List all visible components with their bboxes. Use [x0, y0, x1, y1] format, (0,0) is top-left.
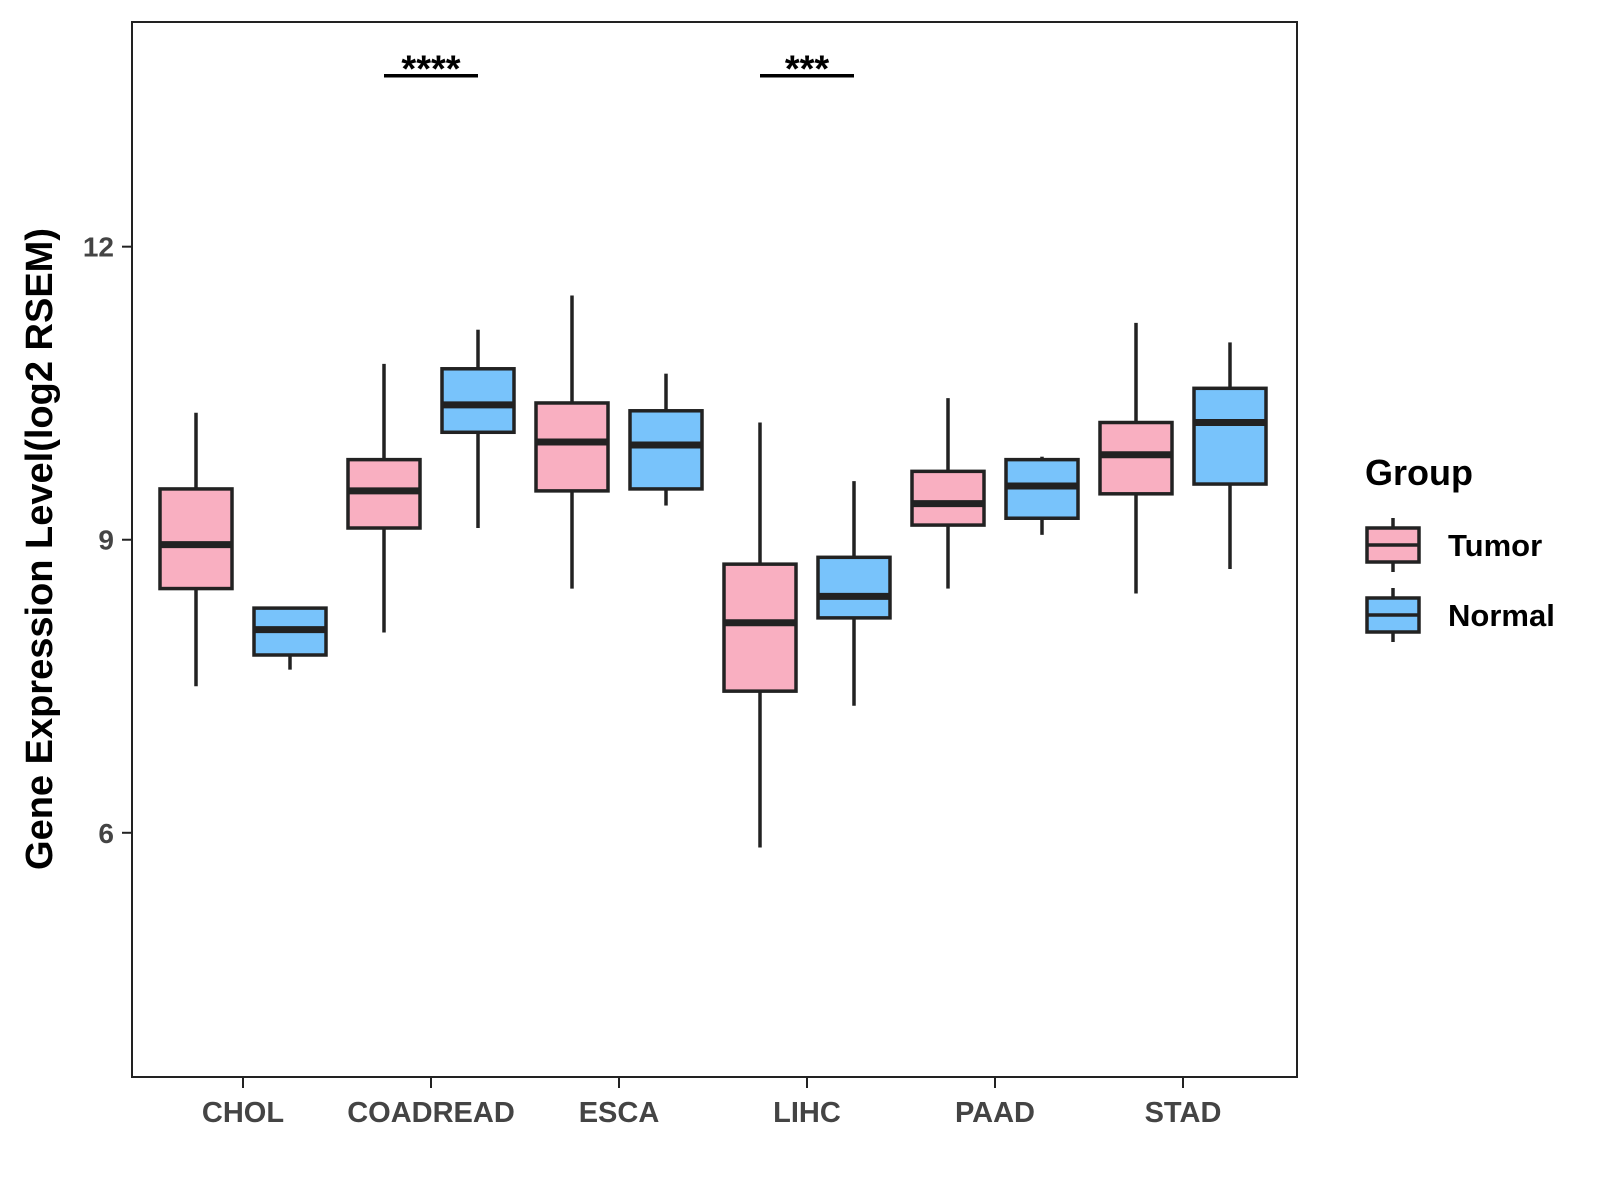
x-tick-label-stad: STAD [1145, 1097, 1222, 1129]
box-iqr [628, 409, 704, 491]
legend-item-tumor: Tumor [1365, 518, 1542, 572]
y-tick-label: 12 [83, 232, 114, 263]
y-axis: 6 9 12 [83, 232, 132, 849]
box-iqr [534, 401, 610, 493]
x-tick-label-chol: CHOL [202, 1097, 284, 1129]
significance-label: **** [401, 49, 460, 91]
legend-item-normal: Normal [1365, 588, 1555, 642]
significance-annotations: **** *** [384, 49, 854, 91]
x-tick-label-paad: PAAD [955, 1097, 1035, 1129]
plot-panel [131, 21, 1298, 1078]
legend: Group Tumor Normal [1365, 452, 1555, 642]
box-iqr [158, 487, 234, 591]
box-normal-chol [252, 606, 328, 670]
box-normal-paad [1004, 456, 1080, 535]
box-tumor-esca [534, 295, 610, 589]
box-iqr [910, 469, 986, 527]
legend-title: Group [1365, 452, 1473, 493]
box-normal-coadread [440, 329, 516, 529]
box-iqr [1192, 386, 1268, 486]
x-tick-label-lihc: LIHC [773, 1097, 841, 1129]
box-normal-stad [1192, 342, 1268, 570]
series-tumor [158, 295, 1174, 848]
x-tick-label-coadread: COADREAD [347, 1097, 515, 1129]
significance-label: *** [785, 49, 830, 91]
box-normal-esca [628, 373, 704, 506]
x-tick-label-esca: ESCA [579, 1097, 660, 1129]
legend-label-tumor: Tumor [1448, 528, 1542, 563]
x-axis: CHOL COADREAD ESCA LIHC PAAD STAD [202, 1077, 1221, 1129]
box-tumor-stad [1098, 322, 1174, 594]
box-tumor-coadread [346, 363, 422, 633]
y-tick-label: 9 [98, 525, 114, 556]
box-normal-lihc [816, 481, 892, 706]
box-series [158, 295, 1268, 848]
box-tumor-lihc [722, 422, 798, 848]
series-normal [252, 329, 1268, 706]
box-iqr [816, 555, 892, 620]
box-tumor-chol [158, 412, 234, 687]
y-axis-title: Gene Expression Level(log2 RSEM) [19, 228, 61, 870]
box-iqr [440, 367, 516, 435]
y-tick-label: 6 [98, 818, 114, 849]
box-tumor-paad [910, 398, 986, 589]
legend-label-normal: Normal [1448, 598, 1555, 633]
box-iqr [722, 562, 798, 693]
